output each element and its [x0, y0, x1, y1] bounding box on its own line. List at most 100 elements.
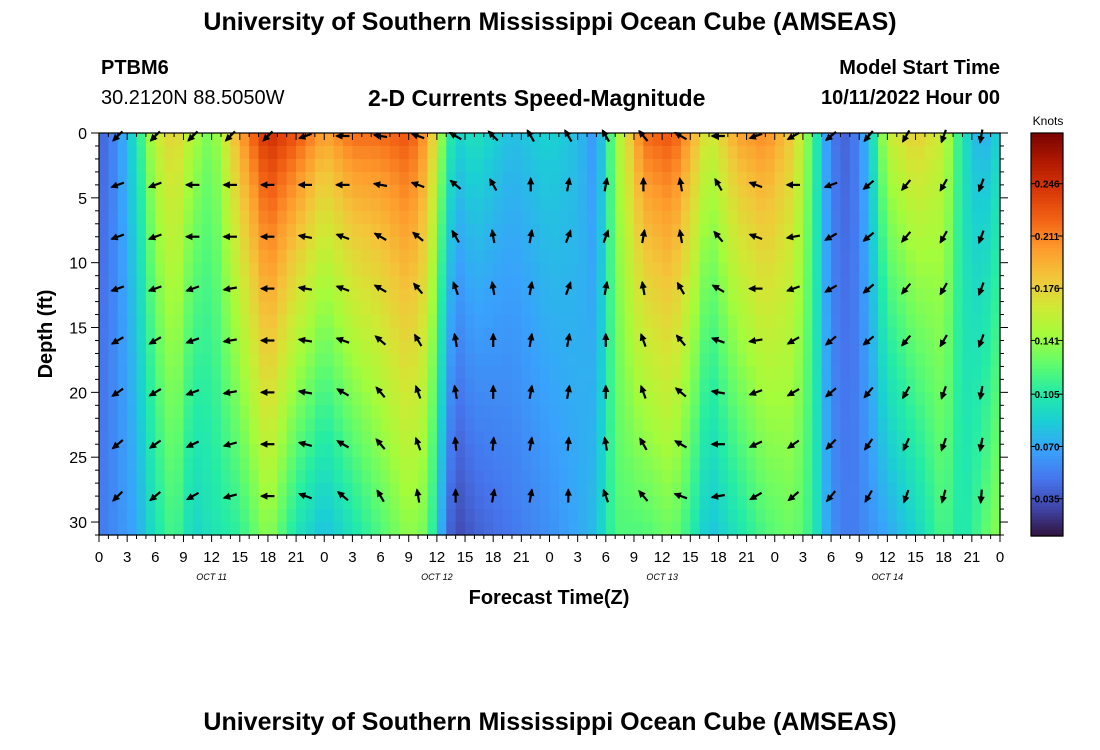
heatmap-cell	[296, 275, 307, 290]
heatmap-cell	[211, 392, 222, 406]
heatmap-cell	[418, 444, 429, 458]
heatmap-cell	[962, 444, 973, 458]
heatmap-cell	[502, 145, 513, 160]
heatmap-cell	[549, 431, 560, 445]
heatmap-cell	[239, 379, 250, 393]
heatmap-cell	[277, 418, 288, 432]
heatmap-cell	[258, 522, 269, 536]
heatmap-cell	[718, 223, 729, 238]
colorbar-segment	[1031, 378, 1063, 383]
heatmap-cell	[521, 353, 532, 368]
current-arrow	[602, 280, 610, 296]
heatmap-cell	[690, 470, 701, 484]
heatmap-cell	[221, 444, 231, 458]
heatmap-cell	[164, 158, 175, 173]
heatmap-cell	[155, 327, 166, 342]
heatmap-cell	[953, 262, 964, 277]
heatmap-cell	[418, 405, 429, 419]
heatmap-cell	[502, 366, 513, 380]
heatmap-cell	[230, 327, 241, 342]
heatmap-cell	[511, 145, 522, 160]
heatmap-cell	[615, 158, 626, 173]
current-arrow	[639, 228, 647, 244]
heatmap-cell	[896, 509, 907, 523]
heatmap-cell	[174, 418, 185, 432]
heatmap-cell	[371, 288, 382, 303]
heatmap-cell	[399, 522, 410, 536]
heatmap-cell	[267, 210, 278, 225]
heatmap-cell	[690, 210, 701, 225]
heatmap-cell	[971, 275, 982, 290]
heatmap-cell	[821, 288, 832, 303]
heatmap-cell	[408, 509, 419, 523]
heatmap-cell	[267, 405, 278, 419]
heatmap-cell	[577, 522, 588, 536]
heatmap-cell	[446, 509, 457, 523]
heatmap-cell	[164, 236, 175, 251]
heatmap-cell	[784, 301, 795, 316]
heatmap-cell	[286, 236, 297, 251]
heatmap-cell	[155, 431, 166, 445]
heatmap-cell	[286, 210, 297, 225]
heatmap-cell	[521, 392, 532, 406]
heatmap-cell	[924, 405, 935, 419]
x-tick-label: 3	[573, 549, 581, 566]
heatmap-cell	[117, 509, 128, 523]
heatmap-cell	[99, 509, 109, 523]
heatmap-cell	[821, 431, 832, 445]
heatmap-cell	[127, 509, 138, 523]
heatmap-cell	[755, 314, 766, 329]
heatmap-cell	[774, 223, 785, 238]
heatmap-cell	[174, 379, 185, 393]
heatmap-cell	[389, 340, 400, 355]
current-arrow	[449, 179, 462, 190]
heatmap-cell	[690, 197, 701, 212]
heatmap-cell	[953, 249, 964, 264]
heatmap-cell	[755, 223, 766, 238]
heatmap-cell	[361, 301, 372, 316]
heatmap-cell	[643, 405, 654, 419]
heatmap-cell	[455, 275, 466, 290]
heatmap-cell	[324, 444, 335, 458]
heatmap-cell	[633, 340, 644, 355]
heatmap-cell	[671, 444, 682, 458]
heatmap-cell	[718, 171, 729, 186]
heatmap-cell	[605, 184, 616, 199]
heatmap-cell	[258, 314, 269, 329]
heatmap-cell	[333, 366, 344, 380]
heatmap-cell	[568, 171, 579, 186]
heatmap-cell	[296, 236, 307, 251]
colorbar-segment	[1031, 263, 1063, 268]
heatmap-cell	[577, 197, 588, 212]
colorbar-segment	[1031, 519, 1063, 524]
heatmap-cell	[812, 470, 823, 484]
heatmap-cell	[887, 223, 898, 238]
heatmap-cell	[446, 366, 457, 380]
heatmap-cell	[718, 133, 729, 147]
heatmap-cell	[530, 444, 541, 458]
heatmap-cell	[549, 496, 560, 510]
heatmap-cell	[521, 288, 532, 303]
heatmap-cell	[831, 496, 842, 510]
heatmap-cell	[971, 379, 982, 393]
heatmap-cell	[821, 327, 832, 342]
heatmap-cell	[267, 470, 278, 484]
heatmap-cell	[662, 418, 673, 432]
heatmap-cell	[765, 431, 776, 445]
heatmap-cell	[915, 301, 926, 316]
heatmap-cell	[953, 470, 964, 484]
heatmap-cell	[436, 314, 447, 329]
heatmap-cell	[784, 171, 795, 186]
heatmap-cell	[962, 340, 973, 355]
heatmap-cell	[821, 353, 832, 368]
heatmap-cell	[915, 366, 926, 380]
heatmap-cell	[849, 418, 860, 432]
heatmap-cell	[953, 210, 964, 225]
heatmap-cell	[558, 392, 569, 406]
heatmap-cell	[934, 184, 945, 199]
heatmap-cell	[474, 366, 485, 380]
heatmap-cell	[389, 210, 400, 225]
heatmap-cell	[577, 262, 588, 277]
heatmap-cell	[633, 223, 644, 238]
heatmap-cell	[174, 470, 185, 484]
